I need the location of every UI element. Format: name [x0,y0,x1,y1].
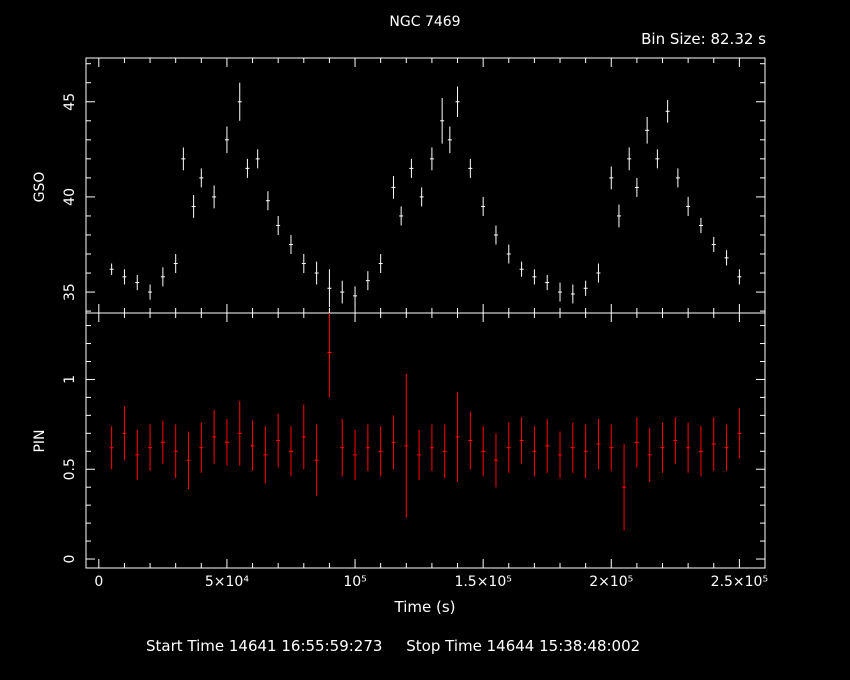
pin-panel: 0 0.5 1 0 5×10⁴ 10⁵ 1.5×10⁵ 2×10⁵ 2.5×10⁵ [62,312,768,590]
bin-size-label: Bin Size: 82.32 s [641,30,766,48]
x-tick-label: 0 [94,574,103,590]
gso-axis-label: GSO [32,172,48,203]
gso-panel: 35 40 45 [62,57,766,314]
x-tick-label: 1.5×10⁵ [454,574,511,590]
start-time: Start Time 14641 16:55:59:273 [146,637,383,655]
y-tick-label: 0 [62,555,78,564]
pin-axis-label: PIN [32,429,48,452]
panel-frame [85,312,766,569]
y-tick-label: 40 [62,188,78,206]
x-tick-label: 2.5×10⁵ [711,574,768,590]
x-axis-label: Time (s) [394,598,456,616]
data-series [109,82,742,308]
chart-title: NGC 7469 [389,14,461,30]
x-tick-label: 2×10⁵ [589,574,633,590]
y-tick-label: 0.5 [62,458,78,480]
y-tick-label: 45 [62,93,78,111]
stop-time: Stop Time 14644 15:38:48:002 [406,637,641,655]
x-tick-label: 5×10⁴ [205,574,249,590]
panel-frame [85,57,766,314]
y-tick-label: 1 [62,375,78,384]
x-tick-label: 10⁵ [343,574,366,590]
time-range: Start Time 14641 16:55:59:273 Stop Time … [146,637,640,655]
y-tick-label: 35 [62,283,78,301]
data-series [109,313,742,531]
